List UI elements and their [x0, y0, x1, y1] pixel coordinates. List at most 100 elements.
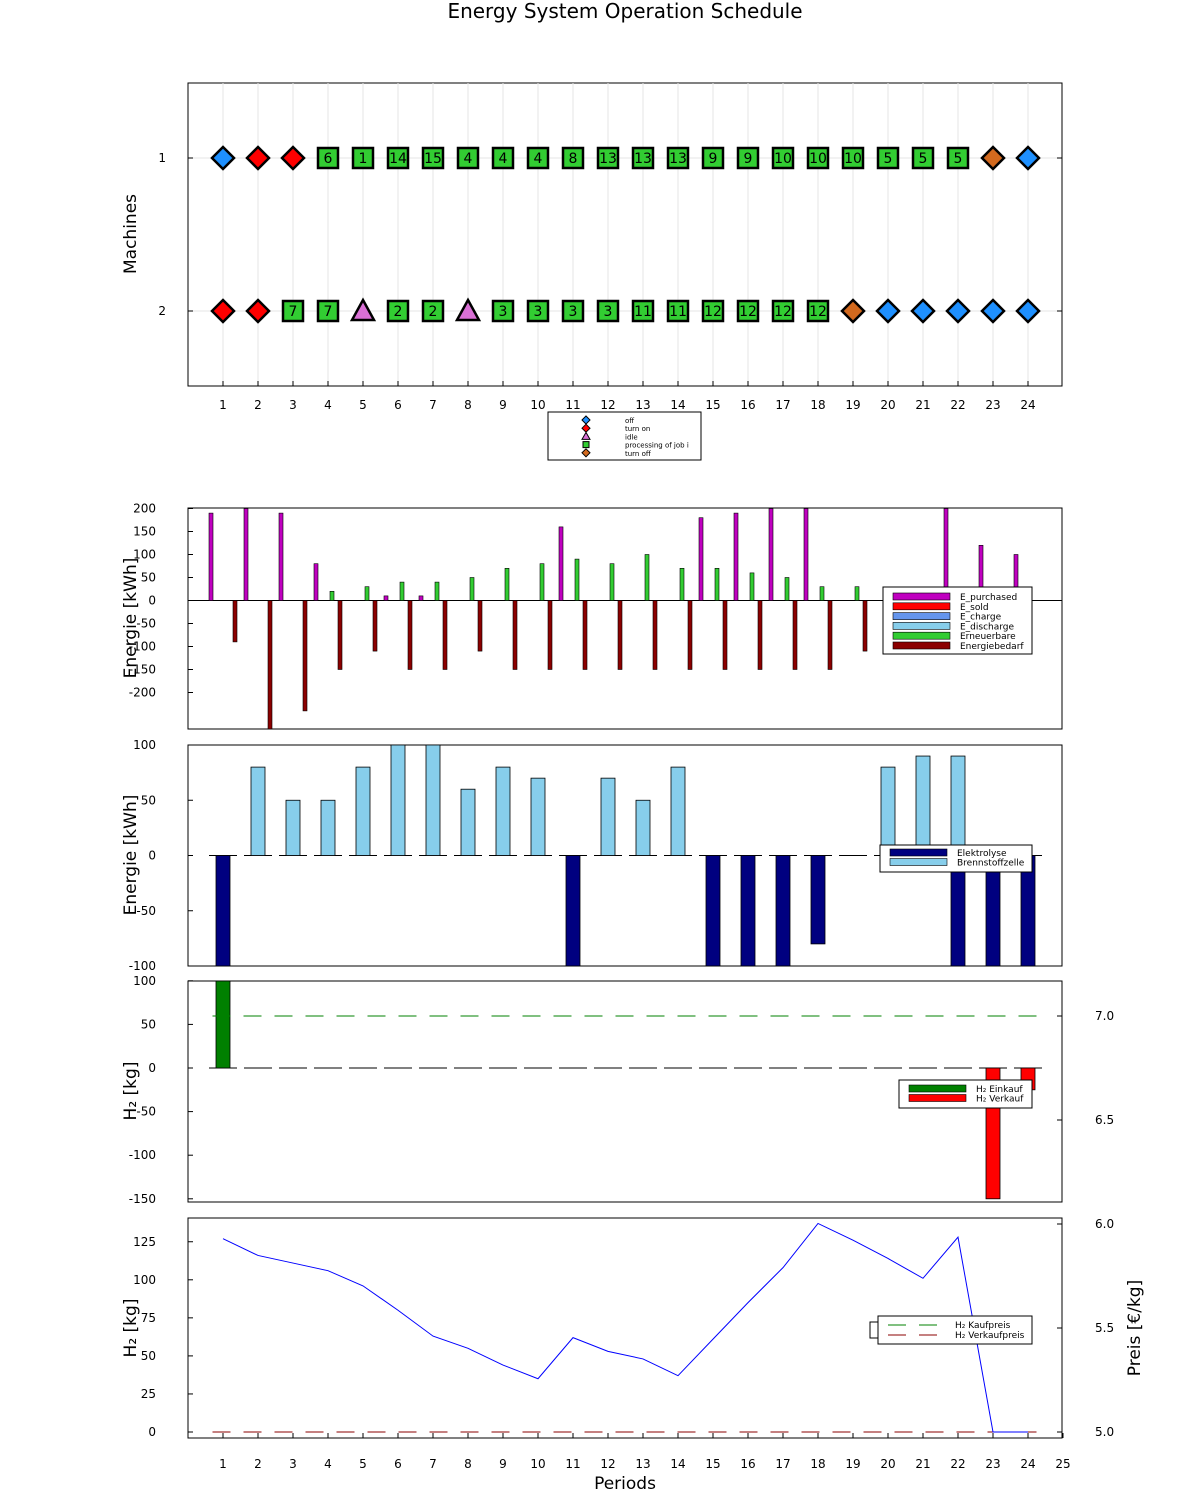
off-diamond-marker [1015, 298, 1041, 324]
job-number-label: 7 [289, 304, 298, 320]
storage-legend-box [877, 1315, 1033, 1345]
storage-xtick-label: 13 [635, 1457, 650, 1471]
conversion-bar-Brennstoffzelle [250, 766, 266, 856]
job-square-marker [316, 299, 340, 323]
storage-xtick-label: 22 [950, 1457, 965, 1471]
storage-y2tick-label: 6.5 [1095, 1113, 1114, 1127]
storage-xtick-label: 1 [219, 1457, 227, 1471]
job-number-label: 7 [324, 304, 333, 320]
trade-ytick-label: 100 [133, 974, 156, 988]
energy-bar-Energiebedarf [617, 600, 623, 670]
job-square-marker [526, 299, 550, 323]
energy-bar-Energiebedarf [442, 600, 448, 670]
legend-entry-label: idle [625, 433, 638, 441]
job-number-label: 10 [809, 151, 827, 167]
job-square-marker [666, 146, 690, 170]
conversion-legend-swatch [889, 858, 948, 866]
energy-bar-Energiebedarf [337, 600, 343, 670]
job-number-label: 10 [844, 151, 862, 167]
job-number-label: 5 [884, 151, 893, 167]
storage-xtick-label: 3 [289, 1457, 297, 1471]
job-number-label: 3 [534, 304, 543, 320]
storage-xtick-label: 9 [499, 1457, 507, 1471]
schedule-xtick-label: 1 [219, 398, 227, 412]
conversion-bar-Elektrolyse [705, 855, 721, 967]
trade-frame [187, 980, 1063, 1203]
job-square-marker [806, 299, 830, 323]
job-number-label: 15 [424, 151, 442, 167]
schedule-xtick-label: 3 [289, 398, 297, 412]
job-number-label: 12 [739, 304, 757, 320]
schedule-xtick-label: 11 [565, 398, 580, 412]
energy-bar-Erneuerbare [434, 581, 440, 601]
energy-bar-Erneuerbare [609, 563, 615, 601]
energy-bar-Erneuerbare [854, 586, 860, 601]
energy-legend-label: Erneuerbare [960, 632, 1016, 642]
job-number-label: 5 [919, 151, 928, 167]
storage-xtick-label: 12 [600, 1457, 615, 1471]
job-number-label: 12 [704, 304, 722, 320]
energy-ytick-label: 200 [133, 502, 156, 516]
storage-xtick-label: 19 [845, 1457, 860, 1471]
conversion-bar-Brennstoffzelle [635, 799, 651, 856]
schedule-ylabel: Machines [121, 194, 141, 274]
job-square-marker [421, 299, 445, 323]
schedule-xtick-label: 22 [950, 398, 965, 412]
job-number-label: 5 [954, 151, 963, 167]
storage-xtick-label: 16 [740, 1457, 755, 1471]
job-number-label: 13 [669, 151, 687, 167]
energy-legend-swatch [892, 622, 951, 630]
schedule-ytick-label: 1 [158, 151, 166, 165]
energy-bar-E_purchased [418, 595, 424, 601]
on-diamond-marker [280, 145, 306, 171]
energy-bar-Erneuerbare [679, 567, 685, 601]
energy-legend-swatch [892, 612, 951, 620]
energy-ylabel: Energie [kWh] [121, 558, 141, 679]
conversion-bar-Brennstoffzelle [880, 766, 896, 856]
energy-bar-Erneuerbare [574, 558, 580, 601]
storage-y2tick-label: 6.0 [1095, 1217, 1114, 1231]
storage-xtick-label: 20 [880, 1457, 895, 1471]
energy-bar-Energiebedarf [722, 600, 728, 670]
job-square-marker [736, 146, 760, 170]
schedule-xtick-label: 10 [530, 398, 545, 412]
job-square-marker [456, 146, 480, 170]
energy-bar-Energiebedarf [547, 600, 553, 670]
energy-bar-E_purchased [243, 508, 249, 601]
energy-bar-Energiebedarf [687, 600, 693, 670]
job-number-label: 2 [429, 304, 438, 320]
conversion-bar-Brennstoffzelle [390, 744, 406, 856]
storage-ytick-label: 50 [141, 1349, 156, 1363]
conversion-ytick-label: -100 [129, 959, 156, 973]
storage-ytick-label: 0 [148, 1425, 156, 1439]
storage-y2tick-label: 7.0 [1095, 1009, 1114, 1023]
conversion-bar-Brennstoffzelle [670, 766, 686, 856]
storage-ytick-label: 125 [133, 1235, 156, 1249]
schedule-xtick-label: 20 [880, 398, 895, 412]
job-square-marker [876, 146, 900, 170]
energy-ytick-label: -150 [129, 663, 156, 677]
schedule-xtick-label: 4 [324, 398, 332, 412]
schedule-xtick-label: 5 [359, 398, 367, 412]
energy-bar-E_purchased [733, 512, 739, 601]
job-square-marker [701, 299, 725, 323]
energy-bar-Erneuerbare [819, 586, 825, 601]
job-number-label: 4 [464, 151, 473, 167]
trade-legend-label: H₂ Verkauf [976, 1095, 1024, 1105]
job-number-label: 13 [634, 151, 652, 167]
conversion-bar-Brennstoffzelle [950, 755, 966, 856]
trade-ytick-label: -50 [136, 1105, 156, 1119]
storage-xtick-label: 17 [775, 1457, 790, 1471]
job-number-label: 9 [744, 151, 753, 167]
storage-y2tick-label: 5.0 [1095, 1425, 1114, 1439]
job-square-marker [806, 146, 830, 170]
storage-xtick-label: 14 [670, 1457, 685, 1471]
energy-bar-E_purchased [698, 517, 704, 601]
schedule-ytick-label: 2 [158, 304, 166, 318]
conversion-bar-Brennstoffzelle [355, 766, 371, 856]
job-number-label: 6 [324, 151, 333, 167]
energy-legend-label: E_sold [960, 603, 989, 613]
job-number-label: 3 [604, 304, 613, 320]
energy-bar-Erneuerbare [364, 586, 370, 601]
